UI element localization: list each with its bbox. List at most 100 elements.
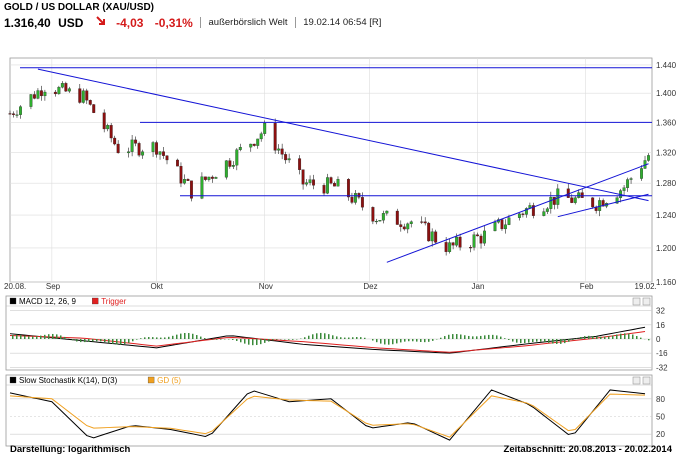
candle-body [556, 188, 560, 205]
candle-body [531, 205, 535, 216]
y-tick-label: 1.360 [656, 118, 677, 127]
histogram-bar [624, 333, 626, 339]
candle-body [228, 160, 232, 167]
change-pct: -0,31% [154, 15, 193, 30]
histogram-bar [288, 339, 290, 340]
candle-body [252, 143, 256, 146]
histogram-bar [648, 339, 650, 341]
histogram-bar [628, 333, 630, 339]
candle-body [179, 165, 183, 184]
candle-body [176, 159, 179, 167]
y-tick-label: 1.200 [656, 244, 677, 253]
candle-body [116, 143, 120, 154]
x-tick-label: Okt [151, 282, 164, 291]
histogram-bar [304, 337, 306, 339]
instrument-title: GOLD / US DOLLAR (XAU/USD) [4, 2, 154, 13]
candle-body [277, 148, 281, 151]
histogram-bar [384, 339, 386, 345]
candle-body [448, 242, 452, 252]
candle-body [189, 180, 193, 199]
histogram-bar [544, 339, 546, 343]
candle-body [231, 165, 235, 167]
candle-body [479, 235, 483, 244]
histogram-bar [72, 339, 74, 341]
candle-body [155, 142, 158, 155]
candle-body [483, 230, 486, 244]
y-tick-label: 50 [656, 413, 665, 422]
y-tick-label: 1.320 [656, 148, 677, 157]
arrow-down-icon [95, 15, 107, 31]
histogram-bar [344, 337, 346, 339]
histogram-bar [464, 335, 466, 339]
candle-body [280, 148, 284, 155]
trend-line [37, 68, 649, 202]
y-tick-label: 1.280 [656, 179, 677, 188]
histogram-bar [116, 339, 118, 345]
candle-body [109, 125, 113, 139]
legend-label: Trigger [101, 297, 126, 306]
candle-body [53, 91, 57, 95]
histogram-bar [512, 339, 514, 342]
histogram-bar [580, 336, 582, 339]
macd-panel [5, 295, 653, 371]
histogram-bar [52, 333, 54, 339]
candle-body [374, 220, 378, 223]
histogram-bar [104, 339, 106, 343]
histogram-bar [268, 339, 270, 342]
histogram-bar [236, 339, 238, 341]
candle-body [19, 106, 22, 115]
candle-body [12, 113, 15, 115]
histogram-bar [420, 339, 422, 342]
histogram-bar [524, 339, 526, 344]
candle-body [106, 125, 110, 130]
histogram-bar [352, 337, 354, 339]
candle-body [162, 151, 165, 156]
histogram-bar [444, 336, 446, 339]
histogram-bar [496, 335, 498, 339]
histogram-bar [20, 335, 22, 339]
series-line [9, 331, 646, 353]
histogram-bar [244, 339, 246, 344]
candle-body [284, 154, 288, 161]
histogram-bar [380, 339, 382, 344]
candle-body [200, 176, 204, 199]
candle-body [521, 213, 525, 215]
histogram-bar [36, 336, 38, 339]
histogram-bar [12, 335, 14, 339]
legend-swatch [92, 297, 99, 305]
histogram-bar [28, 336, 30, 339]
histogram-bar [552, 339, 554, 344]
candle-body [158, 151, 162, 155]
candle-body [151, 142, 155, 152]
candle-body [504, 224, 507, 230]
candle-body [545, 208, 549, 212]
histogram-bar [40, 335, 42, 339]
candle-body [137, 143, 141, 156]
candle-body [141, 151, 145, 156]
histogram-bar [448, 334, 450, 339]
candle-body [305, 182, 309, 185]
candle-body [64, 83, 68, 92]
candle-body [647, 155, 650, 161]
y-tick-label: 1.240 [656, 211, 677, 220]
x-tick-label: Feb [580, 282, 594, 291]
candle-body [469, 247, 473, 249]
histogram-bar [640, 337, 642, 339]
candle-body [371, 207, 375, 222]
histogram-bar [328, 334, 330, 339]
candle-body [360, 197, 364, 208]
candle-body [308, 179, 312, 183]
last-price: 1.316,40 [4, 15, 51, 30]
candle-body [381, 213, 385, 221]
candle-body [640, 168, 643, 179]
y-tick-label: 80 [656, 395, 665, 404]
y-tick-label: 1.160 [656, 278, 677, 287]
candle-body [301, 169, 305, 185]
histogram-bar [500, 336, 502, 339]
candle-body [517, 213, 521, 218]
candle-body [249, 143, 253, 148]
candle-body [420, 221, 424, 223]
candle-body [113, 137, 117, 145]
trend-line [386, 163, 649, 263]
